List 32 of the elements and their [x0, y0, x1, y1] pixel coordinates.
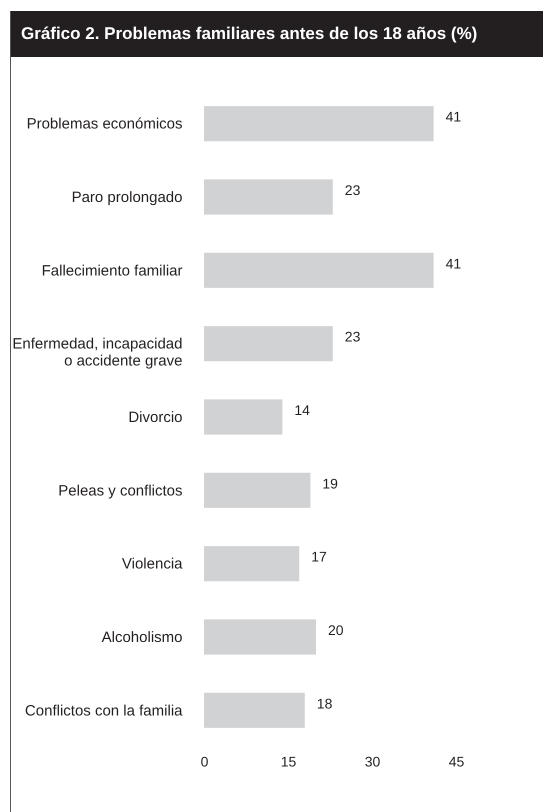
- bar: [204, 326, 333, 362]
- bar: [204, 106, 434, 142]
- data-label: 19: [322, 475, 338, 492]
- x-tick-label: 0: [200, 754, 209, 770]
- x-tick-label: 45: [448, 754, 464, 770]
- data-label: 18: [316, 695, 333, 712]
- data-label: 23: [344, 182, 361, 198]
- bar: [204, 179, 333, 215]
- data-label: 23: [344, 328, 361, 345]
- bar: [204, 692, 305, 728]
- data-label: 41: [446, 255, 462, 272]
- x-tick-label: 30: [364, 754, 380, 770]
- y-tick-label: Paro prolongado: [72, 189, 182, 206]
- y-tick-label: Peleas y conflictos: [58, 482, 182, 500]
- bar: [204, 546, 300, 582]
- data-label: 20: [328, 622, 344, 638]
- bar: [204, 399, 282, 435]
- y-tick-label: Alcoholismo: [102, 629, 182, 646]
- bar: [204, 472, 310, 508]
- bar: [204, 619, 316, 655]
- y-tick-label: Conflictos con la familia: [24, 702, 184, 720]
- data-label: 17: [311, 548, 327, 565]
- data-label: 41: [446, 108, 462, 125]
- bar: [204, 252, 434, 288]
- y-tick-label: Problemas económicos: [26, 116, 182, 133]
- y-tick-label: Enfermedad, incapacidad o accidente grave: [12, 336, 182, 370]
- data-label: 14: [294, 402, 310, 418]
- x-tick-label: 15: [280, 754, 296, 770]
- y-tick-label: Violencia: [122, 556, 184, 573]
- chart-title: Gráfico 2. Problemas familiares antes de los 18 años (%): [11, 11, 543, 57]
- y-tick-label: Fallecimiento familiar: [42, 262, 183, 280]
- y-tick-label: Divorcio: [128, 409, 182, 426]
